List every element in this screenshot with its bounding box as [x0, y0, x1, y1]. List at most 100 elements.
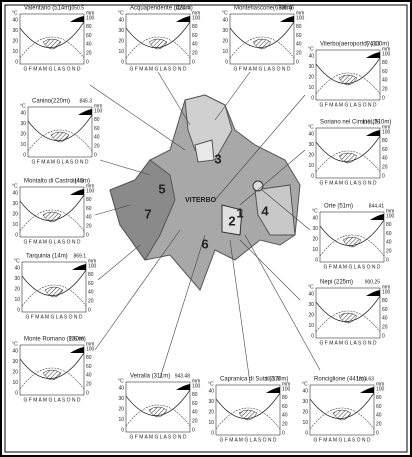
precip-tick: 40: [282, 413, 288, 419]
climate-diagram: Nepi (225m)°C mm900.254030201001008060402…: [308, 279, 391, 346]
precip-tick: 80: [192, 392, 198, 398]
precip-tick: 100: [296, 15, 305, 21]
winter-surplus: [366, 52, 380, 58]
climate-diagram: Monte Romano (230m)°C mm915.0940302010010…: [12, 336, 95, 403]
area-4: [254, 184, 296, 236]
temp-tick: 40: [118, 17, 124, 23]
precip-tick: 100: [382, 129, 391, 135]
temp-unit: °C: [208, 381, 214, 387]
precip-tick: 0: [376, 430, 379, 436]
winter-surplus: [266, 387, 280, 393]
station-name: Valentano (514m): [24, 6, 71, 12]
precip-unit: mm: [382, 46, 390, 52]
temp-tick: 30: [308, 142, 314, 148]
precip-tick: 40: [376, 413, 382, 419]
annual-precip: 844.41: [369, 203, 385, 209]
precip-unit: mm: [282, 381, 290, 387]
climate-diagram: Vetralla (311m)°C mm943.48403020100100806…: [118, 373, 201, 440]
temp-tick: 40: [14, 265, 20, 271]
temp-curve: [315, 150, 381, 173]
map: [109, 94, 301, 291]
precip-tick: 20: [86, 382, 92, 388]
temp-tick: 40: [20, 110, 26, 116]
precip-tick: 40: [382, 156, 388, 162]
precip-tick: 0: [86, 232, 89, 238]
station-name: Ronciglione (441m): [314, 377, 366, 383]
temp-tick: 0: [17, 307, 20, 313]
temp-tick: 0: [315, 257, 318, 263]
precip-tick: 40: [382, 78, 388, 84]
winter-surplus: [370, 214, 384, 220]
annual-precip: 1050.5: [69, 5, 85, 11]
temp-tick: 40: [308, 53, 314, 59]
temp-tick: 20: [302, 409, 308, 415]
temp-tick: 20: [12, 211, 18, 217]
dry-period: [42, 369, 62, 381]
temp-tick: 40: [312, 215, 318, 221]
precip-tick: 20: [376, 422, 382, 428]
precip-tick: 40: [94, 135, 100, 141]
precip-tick: 80: [88, 272, 94, 278]
dry-period: [238, 409, 258, 421]
temp-tick: 10: [118, 417, 124, 423]
temp-tick: 10: [12, 49, 18, 55]
precip-tick: 80: [86, 355, 92, 361]
climate-diagram: Montefiascone(633m)°C mm986.4640302010010…: [222, 5, 305, 72]
station-name: Acquapendente (425m): [130, 6, 193, 12]
months: G F M A M G L A S O N D: [319, 340, 376, 346]
station-name: Montalto di Castro (46m): [24, 179, 90, 185]
temp-tick: 0: [121, 59, 124, 65]
precip-tick: 60: [382, 307, 388, 313]
temp-unit: °C: [12, 10, 18, 16]
temp-tick: 30: [20, 121, 26, 127]
precip-tick: 80: [86, 24, 92, 30]
precip-tick: 80: [382, 298, 388, 304]
precip-unit: mm: [86, 183, 94, 189]
temp-tick: 30: [12, 28, 18, 34]
precip-tick: 20: [296, 51, 302, 57]
area-3: [184, 94, 233, 161]
temp-curve: [125, 36, 191, 59]
months: G F M A M G L A S O N D: [23, 66, 80, 72]
months: G F M A M G L A S O N D: [219, 437, 276, 443]
climate-diagram: Orte (51m)°C mm844.4140302010010080604020…: [312, 203, 395, 270]
temp-tick: 0: [121, 427, 124, 433]
temp-tick: 30: [302, 399, 308, 405]
precip-tick: 80: [386, 222, 392, 228]
temp-unit: °C: [12, 183, 18, 189]
temp-unit: °C: [14, 258, 20, 264]
winter-surplus: [360, 387, 374, 393]
precip-tick: 40: [382, 316, 388, 322]
temp-curve: [229, 36, 295, 59]
annual-precip: 1164.4: [175, 5, 190, 11]
temp-unit: °C: [12, 341, 18, 347]
temp-unit: °C: [308, 46, 314, 52]
precip-tick: 100: [86, 15, 95, 21]
region-number: 4: [261, 203, 269, 218]
temp-tick: 10: [20, 142, 26, 148]
annual-precip: 1161.25: [362, 119, 380, 125]
precip-tick: 20: [86, 224, 92, 230]
temp-tick: 0: [15, 232, 18, 238]
temp-tick: 40: [222, 17, 228, 23]
precip-tick: 20: [382, 325, 388, 331]
station-name: Capranica di Sutri (370m): [220, 377, 288, 383]
precip-tick: 20: [282, 422, 288, 428]
temp-tick: 20: [12, 369, 18, 375]
station-name: Vetralla (311m): [130, 374, 170, 380]
precip-tick: 80: [296, 24, 302, 30]
temp-tick: 20: [308, 74, 314, 80]
annual-precip: 814.8: [71, 178, 84, 184]
precip-tick: 60: [282, 404, 288, 410]
temp-tick: 40: [12, 348, 18, 354]
temp-unit: °C: [312, 208, 318, 214]
temp-tick: 0: [305, 430, 308, 436]
temp-curve: [319, 234, 385, 257]
precip-tick: 0: [94, 152, 97, 158]
annual-precip: 774.13: [365, 41, 381, 47]
precip-unit: mm: [376, 381, 384, 387]
